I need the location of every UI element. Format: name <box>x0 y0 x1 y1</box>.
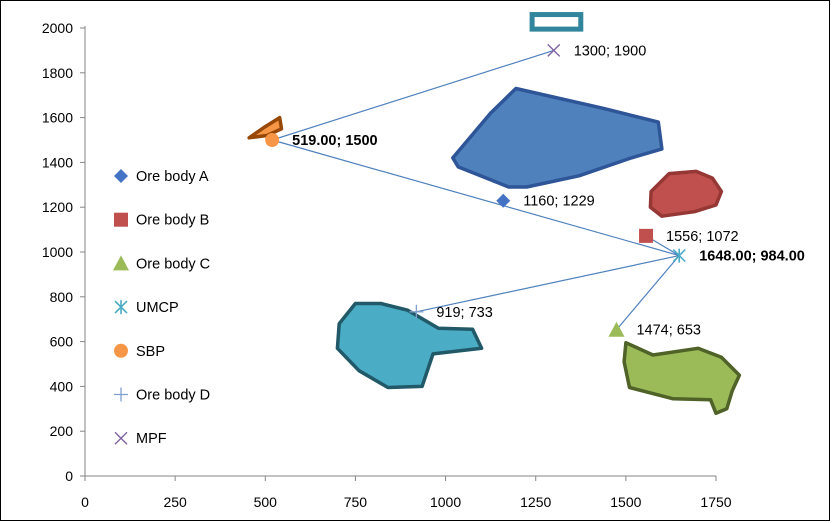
legend-marker-ore-body-d <box>114 387 128 402</box>
sbp-structure-outline <box>247 115 284 140</box>
mpf-box-outline <box>529 12 584 32</box>
connection-line <box>271 49 554 141</box>
data-points <box>265 43 686 337</box>
mpf-data-label: 1300; 1900 <box>574 43 647 59</box>
mpf-point <box>547 43 561 57</box>
legend-label-mpf: MPF <box>136 431 167 447</box>
umcp-data-label: 1648.00; 984.00 <box>699 249 805 265</box>
legend-label-ore-body-c: Ore body C <box>136 256 210 272</box>
ore-body-c-outline <box>622 340 742 416</box>
connection-line <box>616 255 680 331</box>
connection-line <box>271 139 680 257</box>
legend-label-sbp: SBP <box>136 344 165 360</box>
ore-body-d-outline <box>335 301 484 390</box>
ore-body-a-data-label: 1160; 1229 <box>523 194 595 210</box>
legend-item-ore-body-c: Ore body C <box>113 255 210 272</box>
ore-body-d-point <box>409 304 424 319</box>
x-tick-label: 1500 <box>610 494 641 510</box>
ore-body-d-data-label: 919; 733 <box>436 305 492 321</box>
y-tick-label: 1200 <box>42 199 73 215</box>
y-tick-label: 1000 <box>42 244 73 260</box>
ore-body-b-point <box>639 228 654 243</box>
y-tick-label: 400 <box>50 378 74 394</box>
y-tick-label: 200 <box>50 423 74 439</box>
legend-marker-ore-body-a <box>114 169 128 183</box>
data-labels: 1160; 1229 1556; 1072 1474; 653 1648.00; 98… <box>292 43 805 338</box>
sbp-point <box>265 133 280 147</box>
legend-marker-umcp <box>114 300 128 315</box>
y-tick-label: 0 <box>65 468 73 484</box>
legend-item-sbp: SBP <box>114 343 165 360</box>
umcp-point <box>672 248 686 263</box>
ore-body-a-outline <box>451 86 664 189</box>
ore-body-c-data-label: 1474; 653 <box>636 323 701 339</box>
legend-marker-sbp <box>114 343 128 358</box>
y-tick-label: 1800 <box>42 65 73 81</box>
x-tick-label: 1000 <box>430 494 461 510</box>
y-tick-label: 800 <box>50 289 74 305</box>
legend-marker-mpf <box>114 431 128 445</box>
x-tick-label: 1250 <box>520 494 551 510</box>
sbp-data-label: 519.00; 1500 <box>292 133 377 149</box>
legend-label-ore-body-a: Ore body A <box>136 169 209 185</box>
y-tick-label: 1600 <box>42 110 73 126</box>
x-tick-label: 500 <box>254 494 278 510</box>
legend-label-ore-body-d: Ore body D <box>136 388 210 404</box>
x-tick-label: 1750 <box>700 494 731 510</box>
legend-item-umcp: UMCP <box>114 300 179 316</box>
legend-label-umcp: UMCP <box>136 300 179 316</box>
x-tick-label: 250 <box>163 494 187 510</box>
ore-body-b-outline <box>648 169 724 218</box>
legend-item-ore-body-a: Ore body A <box>114 169 209 185</box>
x-tick-label: 0 <box>81 494 89 510</box>
ore-body-b-data-label: 1556; 1072 <box>666 229 739 245</box>
y-tick-label: 600 <box>50 334 74 350</box>
ore-body-c-point <box>608 321 625 337</box>
connection-line <box>416 254 680 313</box>
legend-label-ore-body-b: Ore body B <box>136 213 209 229</box>
axes: 0 200 400 600 800 1000 1200 1400 1600 1800 2000 0 25… <box>42 20 732 510</box>
legend-item-ore-body-b: Ore body B <box>114 212 209 229</box>
legend-marker-ore-body-b <box>114 212 128 227</box>
y-tick-label: 1400 <box>42 154 73 170</box>
ore-body-a-point <box>496 193 511 208</box>
legend: Ore body A Ore body B Ore body C UMCP SBP Ore… <box>113 169 210 447</box>
y-tick-label: 2000 <box>42 20 73 36</box>
legend-item-ore-body-d: Ore body D <box>114 387 210 404</box>
legend-item-mpf: MPF <box>114 431 167 447</box>
x-tick-label: 750 <box>344 494 368 510</box>
connection-lines <box>271 49 680 331</box>
ore-body-shapes <box>247 12 742 416</box>
legend-marker-ore-body-c <box>113 255 129 271</box>
